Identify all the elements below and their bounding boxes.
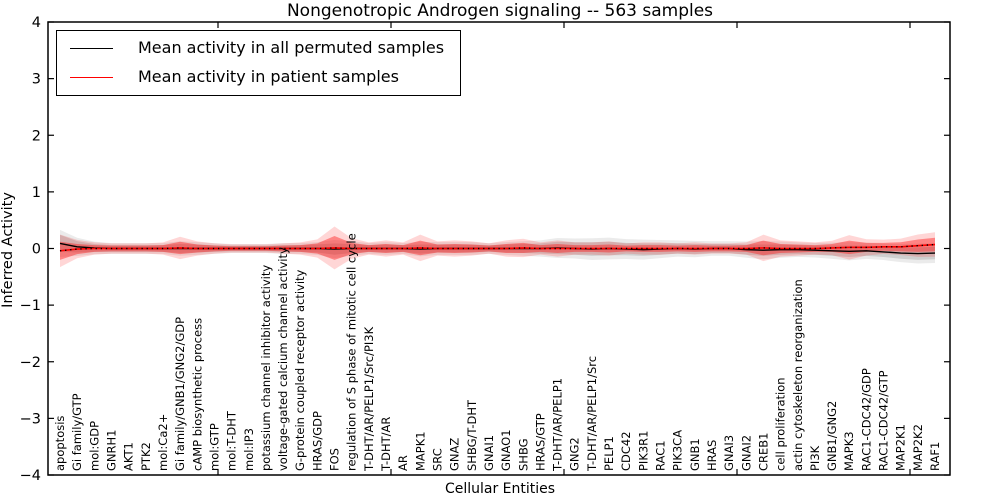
x-tick-label: PIK3R1 [636,431,650,472]
x-tick-label: MAPK3 [842,431,856,471]
x-tick-label: GNAZ [448,438,462,471]
y-tick-label: 4 [32,15,41,31]
x-tick-label: MAPK1 [413,431,427,471]
x-tick-label: GNAI3 [722,435,736,471]
x-tick-label: actin cytoskeleton reorganization [791,279,805,471]
x-tick-label: HRAS [705,440,719,471]
y-tick-label: 3 [32,72,41,88]
x-tick-label: MAP2K2 [911,424,925,471]
y-axis-label: Inferred Activity [0,192,16,308]
x-tick-label: PIK3CA [671,430,685,471]
y-tick-label: −4 [20,468,41,484]
x-tick-label: cAMP biosynthetic process [190,318,204,471]
x-tick-label: Gi family/GTP [70,393,84,471]
x-tick-label: GNAI1 [482,435,496,471]
x-tick-label: T-DHT/AR/PELP1/Src/PI3K [362,326,376,472]
x-tick-label: voltage-gated calcium channel activity [276,247,290,471]
permuted-band-inner [60,234,935,260]
x-tick-label: SRC [430,448,444,471]
x-tick-label: G-protein coupled receptor activity [293,269,307,471]
x-tick-label: RAC1 [654,440,668,471]
x-tick-label: T-DHT/AR [379,417,393,472]
x-tick-label: AR [396,455,410,471]
x-tick-label: mol:GTP [207,423,221,471]
x-tick-label: mol:T-DHT [225,410,239,471]
legend: Mean activity in all permuted samples Me… [56,30,462,96]
x-tick-label: potassium channel inhibitor activity [259,265,273,471]
y-tick-label: −2 [20,355,41,371]
x-tick-label: RAC1-CDC42/GTP [877,370,891,471]
x-tick-label: CREB1 [756,433,770,472]
legend-item-patient: Mean activity in patient samples [70,67,444,87]
y-tick-label: 0 [32,242,41,258]
legend-item-permuted: Mean activity in all permuted samples [70,38,444,58]
x-tick-label: T-DHT/AR/PELP1 [551,378,565,472]
x-tick-label: CDC42 [619,431,633,471]
x-tick-label: cell proliferation [774,377,788,471]
x-tick-label: mol:Ca2+ [156,414,170,471]
x-tick-label: mol:IP3 [242,428,256,471]
x-tick-label: SHBG [516,438,530,471]
legend-label-permuted: Mean activity in all permuted samples [138,38,445,57]
legend-line-black [70,47,113,49]
x-tick-label: apoptosis [53,416,67,471]
legend-line-red [70,76,113,78]
x-tick-label: RAF1 [928,442,942,471]
y-tick-label: −1 [20,298,41,314]
legend-label-patient: Mean activity in patient samples [138,67,399,86]
x-tick-label: GNB1 [688,438,702,471]
y-tick-label: −3 [20,411,41,427]
x-tick-label: T-DHT/AR/PELP1/Src [585,356,599,472]
x-tick-label: RAC1-CDC42/GDP [859,368,873,471]
x-tick-label: GNAO1 [499,429,513,471]
x-tick-label: PELP1 [602,436,616,471]
permuted-band-outer [60,229,935,264]
x-tick-label: regulation of S phase of mitotic cell cy… [345,233,359,471]
x-tick-label: PTK2 [139,442,153,471]
chart-title: Nongenotropic Androgen signaling -- 563 … [286,1,714,21]
x-tick-label: SHBG/T-DHT [465,399,479,471]
x-axis-label: Cellular Entities [444,481,556,497]
x-tick-label: FOS [328,448,342,471]
x-tick-label: GNRH1 [104,430,118,471]
x-tick-label: Gi family/GNB1/GNG2/GDP [173,317,187,471]
x-tick-label: GNB1/GNG2 [825,401,839,471]
x-tick-label: HRAS/GTP [533,413,547,471]
x-tick-label: mol:GDP [87,421,101,471]
y-tick-label: 2 [32,128,41,144]
x-tick-label: HRAS/GDP [310,411,324,471]
x-tick-label: GNAI2 [739,435,753,471]
dotted-overlay-line [59,243,936,252]
x-tick-label: AKT1 [122,442,136,471]
x-tick-label: GNG2 [568,437,582,471]
y-tick-label: 1 [32,185,41,201]
x-tick-label: PI3K [808,445,822,471]
x-tick-label: MAP2K1 [894,424,908,471]
